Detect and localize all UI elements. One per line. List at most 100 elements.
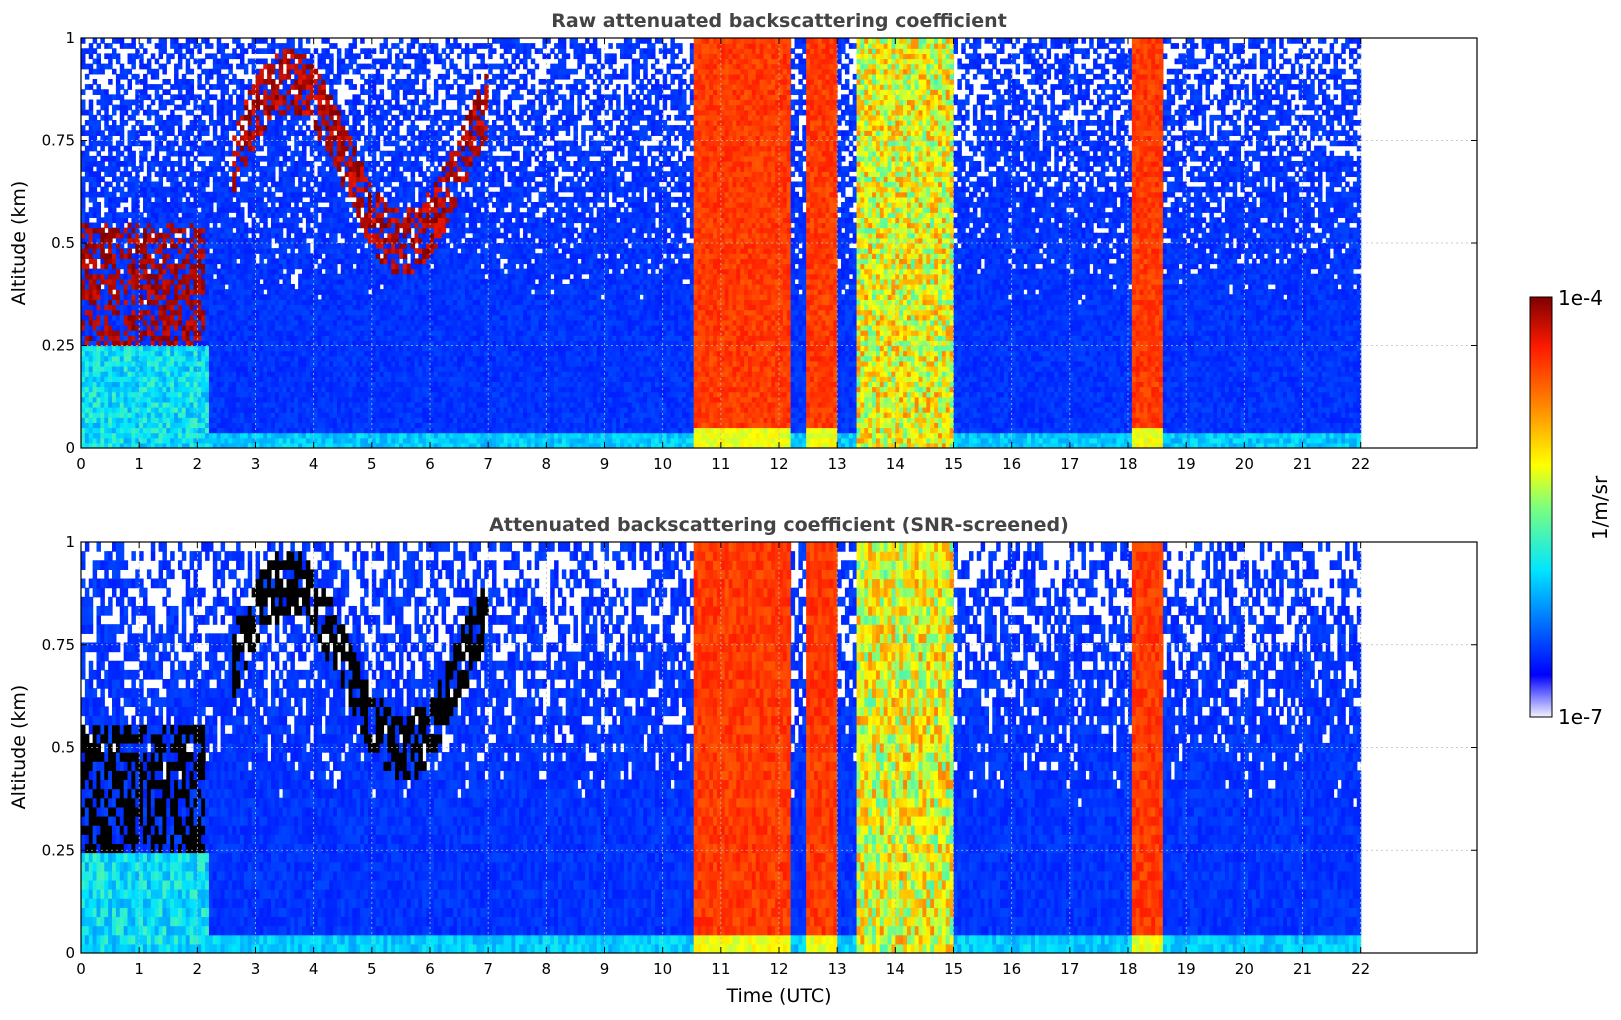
heatmap-cell (221, 43, 225, 49)
heatmap-cell (352, 381, 356, 387)
heatmap-cell (259, 182, 263, 188)
heatmap-cell (248, 228, 252, 234)
heatmap-cell (314, 438, 318, 444)
heatmap-cell (170, 176, 174, 182)
heatmap-cell (182, 402, 186, 408)
heatmap-cell (151, 351, 155, 357)
heatmap-cell (248, 402, 252, 408)
heatmap-cell (128, 176, 132, 182)
heatmap-cell (329, 53, 333, 59)
heatmap-cell (271, 258, 275, 264)
heatmap-cell (89, 146, 93, 152)
heatmap-cell (128, 130, 132, 136)
heatmap-cell (224, 299, 228, 305)
heatmap-cell (89, 299, 93, 305)
heatmap-cell (341, 315, 345, 321)
heatmap-cell (356, 187, 360, 193)
heatmap-cell (232, 258, 236, 264)
heatmap-cell (155, 366, 159, 372)
heatmap-cell (104, 110, 108, 116)
heatmap-cell (352, 289, 356, 295)
heatmap-cell (213, 120, 217, 126)
heatmap-cell (205, 197, 209, 203)
heatmap-cell (213, 330, 217, 336)
heatmap-cell (244, 69, 248, 75)
heatmap-cell (275, 248, 279, 254)
heatmap-cell (356, 100, 360, 106)
heatmap-cell (139, 325, 143, 331)
heatmap-cell (232, 294, 236, 300)
heatmap-cell (124, 433, 128, 439)
heatmap-cell (263, 371, 267, 377)
heatmap-cell (325, 289, 329, 295)
heatmap-cell (287, 315, 291, 321)
heatmap-cell (201, 207, 205, 213)
heatmap-cell (112, 422, 116, 428)
heatmap-cell (170, 284, 174, 290)
heatmap-cell (128, 299, 132, 305)
heatmap-cell (329, 320, 333, 326)
heatmap-cell (228, 320, 232, 326)
heatmap-cell (81, 351, 85, 357)
heatmap-cell (356, 110, 360, 116)
heatmap-cell (178, 356, 182, 362)
heatmap-cell (182, 428, 186, 434)
heatmap-cell (337, 248, 341, 254)
heatmap-cell (217, 346, 221, 352)
heatmap-cell (209, 407, 213, 413)
heatmap-cell (108, 171, 112, 177)
heatmap-cell (267, 43, 271, 49)
heatmap-cell (352, 376, 356, 382)
heatmap-cell (147, 105, 151, 111)
heatmap-cell (139, 248, 143, 254)
heatmap-cell (178, 105, 182, 111)
heatmap-cell (248, 243, 252, 249)
heatmap-cell (248, 438, 252, 444)
heatmap-cell (120, 115, 124, 121)
heatmap-cell (159, 438, 163, 444)
heatmap-cell (205, 433, 209, 439)
heatmap-cell (298, 176, 302, 182)
heatmap-cell (349, 320, 353, 326)
heatmap-cell (89, 125, 93, 131)
heatmap-cell (259, 171, 263, 177)
heatmap-cell (93, 315, 97, 321)
heatmap-cell (290, 325, 294, 331)
heatmap-cell (224, 335, 228, 341)
heatmap-cell (290, 361, 294, 367)
heatmap-cell (139, 217, 143, 223)
heatmap-cell (298, 74, 302, 80)
heatmap-cell (290, 217, 294, 223)
heatmap-cell (275, 438, 279, 444)
heatmap-cell (306, 387, 310, 393)
heatmap-cell (89, 233, 93, 239)
heatmap-cell (93, 299, 97, 305)
heatmap-cell (205, 207, 209, 213)
heatmap-cell (224, 151, 228, 157)
heatmap-cell (85, 330, 89, 336)
heatmap-cell (112, 197, 116, 203)
heatmap-cell (318, 269, 322, 275)
heatmap-cell (143, 79, 147, 85)
heatmap-cell (275, 335, 279, 341)
heatmap-cell (356, 325, 360, 331)
heatmap-cell (248, 161, 252, 167)
heatmap-cell (279, 171, 283, 177)
heatmap-cell (287, 320, 291, 326)
heatmap-cell (108, 100, 112, 106)
heatmap-cell (85, 310, 89, 316)
heatmap-cell (205, 212, 209, 218)
heatmap-cell (329, 89, 333, 95)
heatmap-cell (89, 269, 93, 275)
heatmap-cell (190, 284, 194, 290)
heatmap-cell (155, 433, 159, 439)
heatmap-cell (190, 397, 194, 403)
heatmap-cell (205, 376, 209, 382)
heatmap-cell (248, 325, 252, 331)
heatmap-cell (228, 217, 232, 223)
heatmap-cell (290, 248, 294, 254)
heatmap-cell (341, 320, 345, 326)
heatmap-cell (97, 407, 101, 413)
heatmap-cell (275, 284, 279, 290)
heatmap-cell (228, 356, 232, 362)
